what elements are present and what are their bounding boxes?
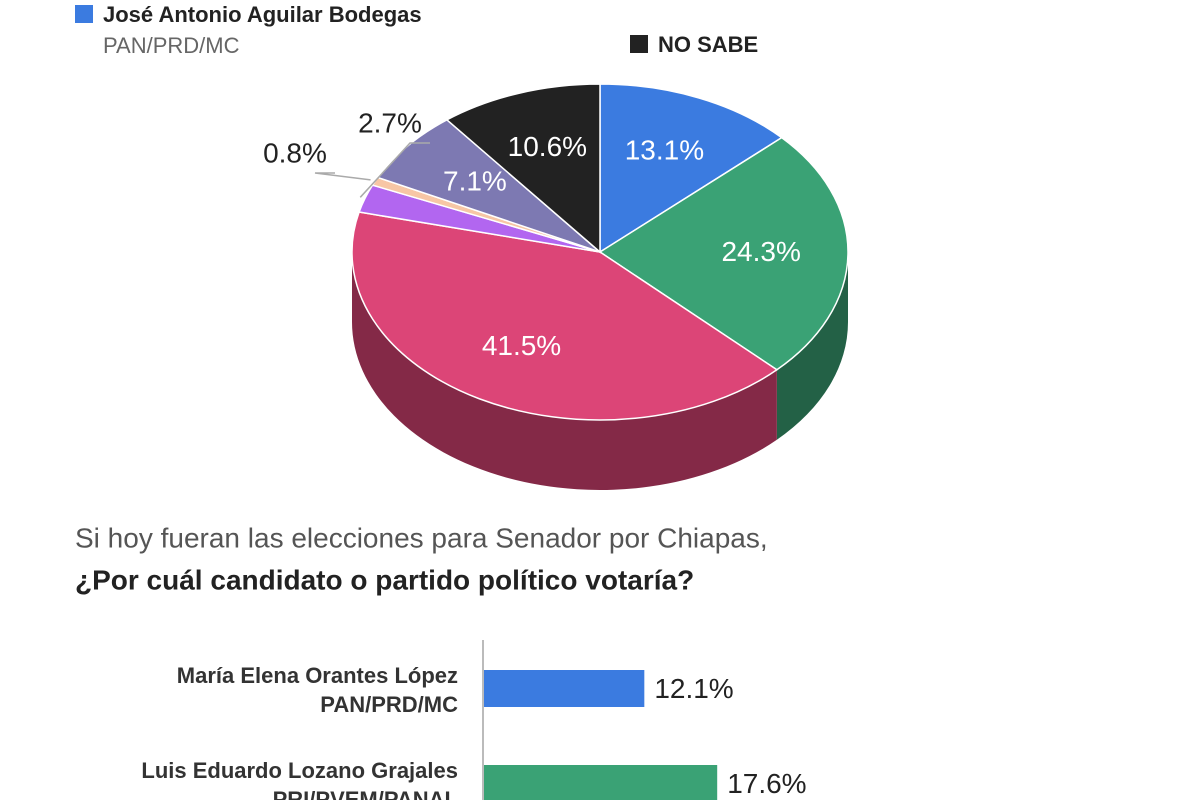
- slice-label: 10.6%: [508, 131, 587, 162]
- slice-label: 24.3%: [721, 236, 800, 267]
- slice: [599, 83, 784, 254]
- bar-party-label: PRI/PVEM/PANAL: [273, 787, 458, 800]
- bar-title: Si hoy fueran las elecciones para Senado…: [75, 522, 768, 553]
- bar-category-label: María Elena Orantes López: [177, 663, 458, 688]
- bar-party-label: PAN/PRD/MC: [320, 692, 458, 717]
- bar: [484, 765, 718, 800]
- slice: [445, 83, 601, 254]
- slice-side: [776, 252, 848, 440]
- slice-label: 41.5%: [482, 330, 561, 361]
- slice: [351, 211, 779, 421]
- slice: [598, 136, 849, 371]
- leader-line: [314, 172, 371, 181]
- leader-line: [359, 142, 430, 198]
- bar-category-label: Luis Eduardo Lozano Grajales: [141, 758, 458, 783]
- bar: [484, 670, 645, 707]
- legend-label: NO SABE: [658, 32, 758, 57]
- slice-label: 2.7%: [358, 107, 422, 138]
- legend-swatch: [75, 5, 93, 23]
- slice-label: 13.1%: [625, 134, 704, 165]
- slice-label: 7.1%: [443, 166, 507, 197]
- bar-subtitle: ¿Por cuál candidato o partido político v…: [75, 564, 694, 595]
- bar-value-label: 12.1%: [654, 673, 733, 704]
- legend-label: José Antonio Aguilar Bodegas: [103, 2, 422, 27]
- bar-value-label: 17.6%: [727, 768, 806, 799]
- legend-swatch: [630, 35, 648, 53]
- legend-party: PAN/PRD/MC: [103, 33, 240, 58]
- slice-label: 0.8%: [263, 137, 327, 168]
- slice-side: [352, 252, 777, 491]
